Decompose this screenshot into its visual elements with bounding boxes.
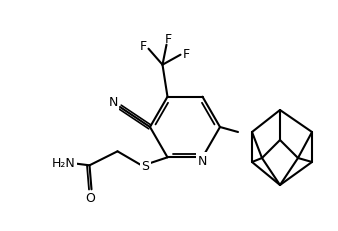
Text: F: F — [165, 33, 172, 46]
Text: N: N — [198, 154, 207, 167]
Text: O: O — [86, 191, 95, 204]
Text: F: F — [183, 48, 190, 61]
Text: S: S — [142, 159, 149, 172]
Text: H₂N: H₂N — [52, 156, 75, 169]
Text: F: F — [140, 40, 147, 53]
Text: N: N — [108, 96, 118, 109]
